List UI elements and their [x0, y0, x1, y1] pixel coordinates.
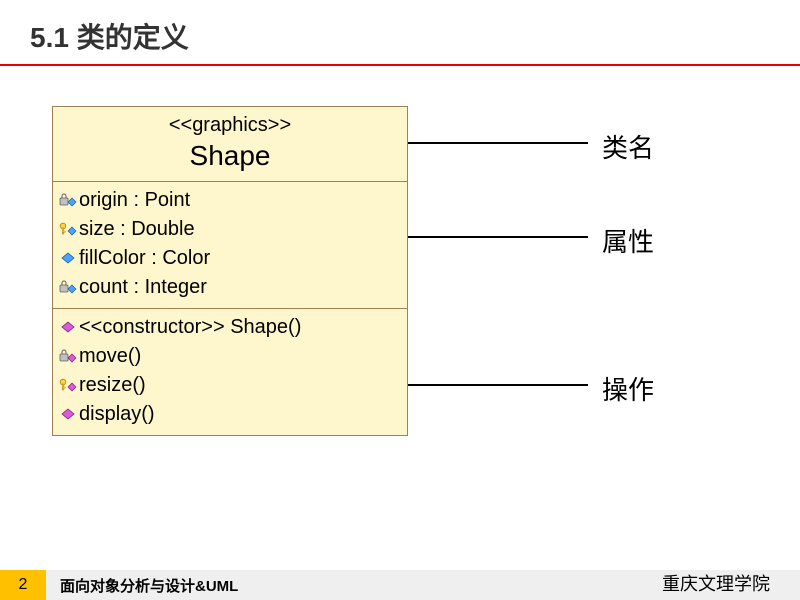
private-icon: [59, 192, 77, 208]
uml-stereotype: <<graphics>>: [53, 113, 407, 137]
connector-operations: [408, 384, 588, 386]
private-icon: [59, 279, 77, 295]
public-icon: [59, 250, 77, 266]
protected-icon: [59, 377, 77, 393]
footer-course-title: 面向对象分析与设计&UML: [60, 575, 238, 596]
label-classname: 类名: [602, 128, 654, 165]
footer: 2 面向对象分析与设计&UML 重庆文理学院: [0, 570, 800, 600]
title-underline: [0, 64, 800, 66]
uml-class-box: <<graphics>> Shape origin : Pointsize : …: [52, 106, 408, 436]
connector-attributes: [408, 236, 588, 238]
uml-operation-row-text: resize(): [79, 371, 146, 400]
uml-attribute-row-text: fillColor : Color: [79, 244, 210, 273]
uml-name-compartment: <<graphics>> Shape: [53, 107, 407, 181]
uml-attribute-row: count : Integer: [59, 273, 401, 302]
label-operations: 操作: [602, 370, 654, 407]
connector-classname: [408, 142, 588, 144]
uml-operation-row: <<constructor>> Shape(): [59, 313, 401, 342]
section-title: 5.1 类的定义: [30, 16, 189, 56]
uml-attribute-row-text: origin : Point: [79, 186, 190, 215]
uml-operation-row-text: <<constructor>> Shape(): [79, 313, 301, 342]
uml-attributes-compartment: origin : Pointsize : DoublefillColor : C…: [53, 181, 407, 308]
uml-attribute-row-text: size : Double: [79, 215, 195, 244]
protected-icon: [59, 221, 77, 237]
uml-operations-compartment: <<constructor>> Shape()move()resize()dis…: [53, 308, 407, 435]
uml-operation-row: resize(): [59, 371, 401, 400]
uml-operation-row: display(): [59, 400, 401, 429]
footer-page-number: 2: [0, 570, 46, 600]
uml-classname: Shape: [53, 139, 407, 173]
label-attributes: 属性: [602, 222, 654, 259]
public-icon: [59, 406, 77, 422]
uml-operation-row: move(): [59, 342, 401, 371]
uml-operation-row-text: move(): [79, 342, 141, 371]
uml-attribute-row: size : Double: [59, 215, 401, 244]
uml-operation-row-text: display(): [79, 400, 155, 429]
private-icon: [59, 348, 77, 364]
public-icon: [59, 319, 77, 335]
footer-school-name: 重庆文理学院: [662, 570, 770, 596]
uml-attribute-row: fillColor : Color: [59, 244, 401, 273]
uml-attribute-row: origin : Point: [59, 186, 401, 215]
uml-attribute-row-text: count : Integer: [79, 273, 207, 302]
